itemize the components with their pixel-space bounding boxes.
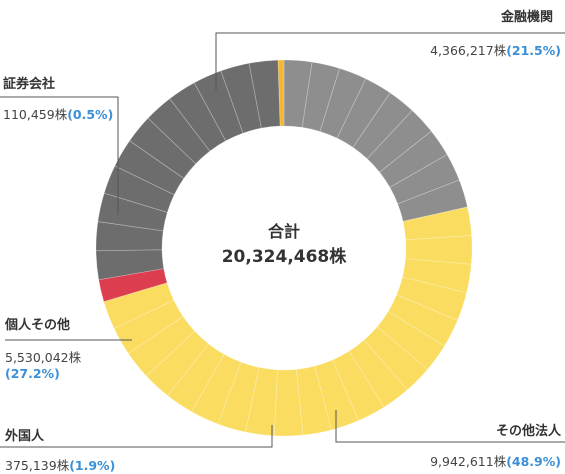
label-gaikoku-value: 375,139株(1.9%)	[5, 455, 115, 474]
donut-slices	[95, 59, 473, 437]
center-value: 20,324,468株	[221, 247, 347, 267]
label-sonota-percent: (48.9%)	[506, 454, 561, 469]
leader-line-gaikoku	[0, 425, 273, 448]
label-gaikoku-shares: 375,139株	[5, 458, 70, 473]
leader-line-shoken	[0, 96, 119, 215]
leader-lines	[0, 32, 565, 448]
label-kinyu-shares: 4,366,217株	[430, 43, 507, 58]
label-gaikoku-percent: (1.9%)	[69, 458, 116, 473]
center-title: 合計	[267, 222, 300, 241]
label-sonota-shares: 9,942,611株	[430, 454, 507, 469]
leader-line-sonota	[335, 410, 565, 443]
label-shoken-percent: (0.5%)	[67, 107, 114, 122]
center-total: 合計 20,324,468株	[184, 220, 384, 270]
label-kinyu-value: 4,366,217株(21.5%)	[430, 40, 561, 59]
label-kojin-percent: (27.2%)	[5, 366, 60, 381]
label-kinyu-percent: (21.5%)	[506, 43, 561, 58]
label-sonota-name: その他法人	[495, 424, 561, 439]
label-kojin-percent-wrap: (27.2%)	[5, 366, 60, 381]
label-kinyu-name: 金融機関	[500, 10, 553, 25]
label-kojin-shares: 5,530,042株	[5, 350, 82, 365]
label-shoken-shares: 110,459株	[3, 107, 68, 122]
slice-shoken	[277, 59, 285, 127]
label-gaikoku-name: 外国人	[5, 429, 45, 444]
leader-line-kinyu	[215, 32, 565, 90]
label-shoken-name: 証券会社	[3, 77, 56, 92]
label-sonota-value: 9,942,611株(48.9%)	[430, 451, 561, 470]
label-kojin-name: 個人その他	[5, 318, 71, 333]
label-shoken-value: 110,459株(0.5%)	[3, 104, 113, 123]
